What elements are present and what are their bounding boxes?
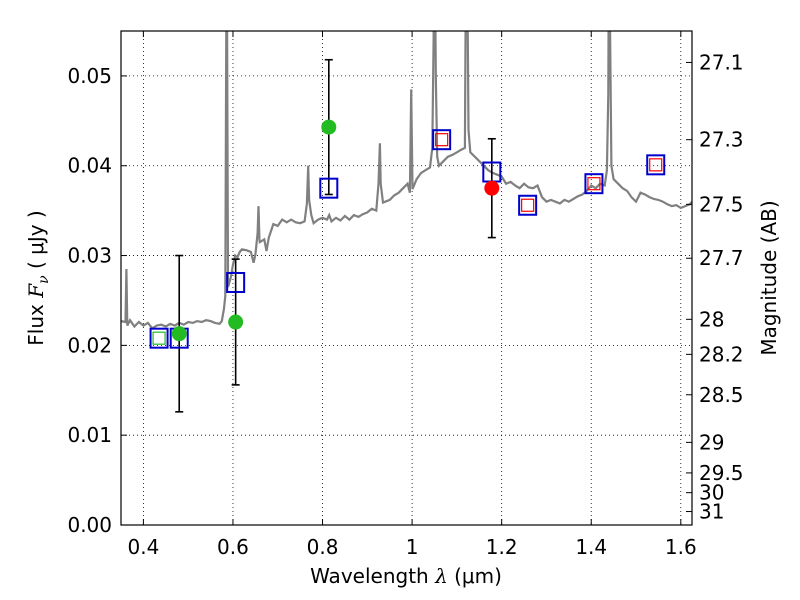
y2-tick-label: 29 (699, 430, 724, 454)
y-tick-label: 0.05 (67, 64, 112, 88)
y2-tick-label: 28.5 (699, 383, 744, 407)
ticks (121, 31, 692, 526)
y2-tick-label: 28 (699, 307, 724, 331)
x-tick-label: 0.6 (217, 535, 249, 559)
marker-inner-square (587, 177, 601, 191)
marker-filled-circle (321, 119, 337, 135)
x-tick-label: 0.4 (127, 535, 159, 559)
y2-tick-label: 27.7 (699, 246, 744, 270)
marker-open-square (518, 194, 538, 216)
x-tick-labels: 0.4 0.6 0.8 1 1.2 1.4 1.6 (127, 535, 696, 559)
x-tick-label: 1.4 (575, 535, 607, 559)
y-tick-label: 0.02 (67, 333, 112, 357)
marker-inner-square (435, 133, 449, 147)
y2-tick-label: 29.5 (699, 461, 744, 485)
y-tick-labels: 0.00 0.01 0.02 0.03 0.04 0.05 (67, 64, 112, 537)
x-tick-label: 1 (406, 535, 419, 559)
marker-open-square (432, 129, 452, 151)
y2-tick-label: 27.5 (699, 192, 744, 216)
y2-tick-label: 27.3 (699, 128, 744, 152)
marker-filled-circle (171, 326, 187, 342)
marker-layer (149, 119, 666, 349)
marker-open-square (319, 177, 339, 199)
y-tick-label: 0.04 (67, 154, 112, 178)
y2-tick-label: 28.2 (699, 342, 744, 366)
marker-open-square (149, 327, 169, 349)
y-tick-label: 0.00 (67, 513, 112, 537)
y2-tick-label: 27.1 (699, 50, 744, 74)
spectrum-layer (121, 31, 692, 330)
marker-open-square (646, 154, 666, 176)
marker-open-square (584, 173, 604, 195)
marker-inner-square (152, 331, 166, 345)
y2-axis-label: Magnitude (AB) (757, 200, 781, 355)
marker-inner-square (649, 158, 663, 172)
y-axis-label: Flux Fν ( μJy ) (24, 210, 52, 345)
x-tick-label: 1.2 (486, 535, 518, 559)
marker-inner-square (521, 198, 535, 212)
x-axis-label: Wavelength λ (μm) (310, 564, 502, 588)
y2-tick-label: 31 (699, 500, 724, 524)
x-tick-label: 1.6 (665, 535, 697, 559)
x-tick-label: 0.8 (307, 535, 339, 559)
y-tick-label: 0.01 (67, 423, 112, 447)
marker-open-square (226, 271, 246, 293)
series-line-model-spectrum (121, 31, 692, 330)
plot-frame (120, 30, 693, 526)
y2-tick-label: 30 (699, 481, 724, 505)
marker-filled-circle (228, 314, 244, 330)
marker-filled-circle (484, 180, 500, 196)
y-tick-label: 0.03 (67, 244, 112, 268)
